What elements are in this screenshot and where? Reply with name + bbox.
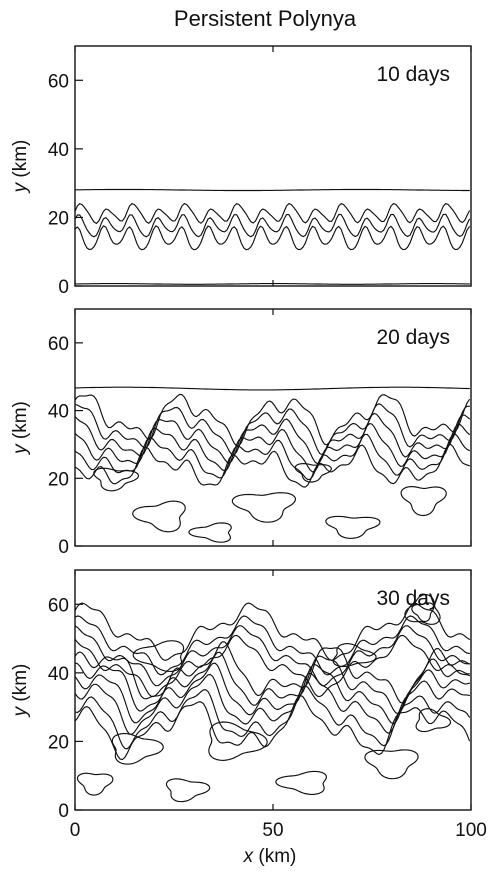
contour-line xyxy=(75,433,470,481)
x-tick-label: 100 xyxy=(455,820,487,841)
contour-line xyxy=(332,643,377,668)
y-tick-label: 20 xyxy=(48,732,69,753)
contour-line xyxy=(400,486,447,517)
contour-line xyxy=(75,443,470,488)
contour-line xyxy=(75,694,470,761)
contour-line xyxy=(75,203,470,224)
y-tick-label: 0 xyxy=(58,801,69,822)
contour-line xyxy=(75,188,470,192)
contour-line xyxy=(364,749,419,780)
contour-line xyxy=(75,393,470,447)
contour-line xyxy=(76,772,114,796)
y-tick-label: 60 xyxy=(48,595,69,616)
panel-label: 20 days xyxy=(376,326,450,349)
contour-line xyxy=(75,283,470,285)
contour-line xyxy=(415,708,452,733)
x-tick-label: 0 xyxy=(70,820,81,841)
contour-line xyxy=(75,225,470,251)
contour-line xyxy=(188,522,232,543)
x-axis-unit: (km) xyxy=(253,846,296,867)
y-axis-unit: (km) xyxy=(10,664,31,707)
y-tick-label: 0 xyxy=(58,277,69,298)
y-axis-label: y (km) xyxy=(10,140,31,195)
chart-title: Persistent Polynya xyxy=(174,6,357,31)
panel-2: 0 20 40 60 y (km) 20 days xyxy=(10,308,472,558)
panel-3: 0 20 40 60 y (km) 30 days xyxy=(10,569,472,822)
contour-line xyxy=(294,463,332,483)
y-tick-label: 60 xyxy=(48,334,69,355)
contour-line xyxy=(111,733,164,765)
contour-line xyxy=(404,594,441,625)
contour-line xyxy=(75,651,470,715)
y-tick-label: 40 xyxy=(48,402,69,423)
contour-line xyxy=(132,500,186,533)
panels: 0 20 40 60 y (km) 10 days 0 20 40 60 y (km) 20 days… xyxy=(10,45,472,822)
panel-label: 30 days xyxy=(376,587,450,610)
y-tick-label: 60 xyxy=(48,71,69,92)
y-axis-var: y xyxy=(10,705,31,718)
y-axis-var: y xyxy=(10,181,31,194)
x-axis-var: x xyxy=(243,846,255,867)
contour-line xyxy=(132,640,185,672)
contour-line xyxy=(75,386,470,391)
contour-line xyxy=(275,770,327,795)
y-tick-label: 20 xyxy=(48,208,69,229)
panel-1: 0 20 40 60 y (km) 10 days xyxy=(10,45,472,298)
contour-line xyxy=(75,403,470,456)
y-tick-label: 40 xyxy=(48,664,69,685)
contour-line xyxy=(93,467,140,492)
x-tick-label: 50 xyxy=(262,820,283,841)
contour-line xyxy=(75,213,470,238)
panel-label: 10 days xyxy=(376,63,450,86)
contour-line xyxy=(231,492,297,523)
contour-line xyxy=(75,662,470,725)
contour-line xyxy=(325,515,381,539)
contour-line xyxy=(75,634,470,698)
x-axis-label: x (km) xyxy=(243,846,297,867)
contour-line xyxy=(165,778,211,803)
contour-line xyxy=(75,672,470,735)
contour-lines xyxy=(75,594,470,803)
y-tick-label: 40 xyxy=(48,140,69,161)
contour-line xyxy=(75,615,470,676)
y-axis-unit: (km) xyxy=(10,401,31,444)
contour-line xyxy=(75,685,470,750)
contour-line xyxy=(75,602,470,661)
y-axis-unit: (km) xyxy=(10,140,31,183)
y-axis-label: y (km) xyxy=(10,664,31,719)
x-axis: 0 50 100 x (km) xyxy=(70,820,487,867)
y-axis-label: y (km) xyxy=(10,401,31,456)
contour-line xyxy=(208,721,268,761)
contour-line xyxy=(75,625,470,687)
y-axis-var: y xyxy=(10,443,31,456)
contour-lines xyxy=(75,386,470,543)
contour-line xyxy=(75,423,470,473)
y-tick-label: 20 xyxy=(48,469,69,490)
y-tick-label: 0 xyxy=(58,537,69,558)
contour-lines xyxy=(75,188,470,285)
contour-line xyxy=(411,602,435,623)
